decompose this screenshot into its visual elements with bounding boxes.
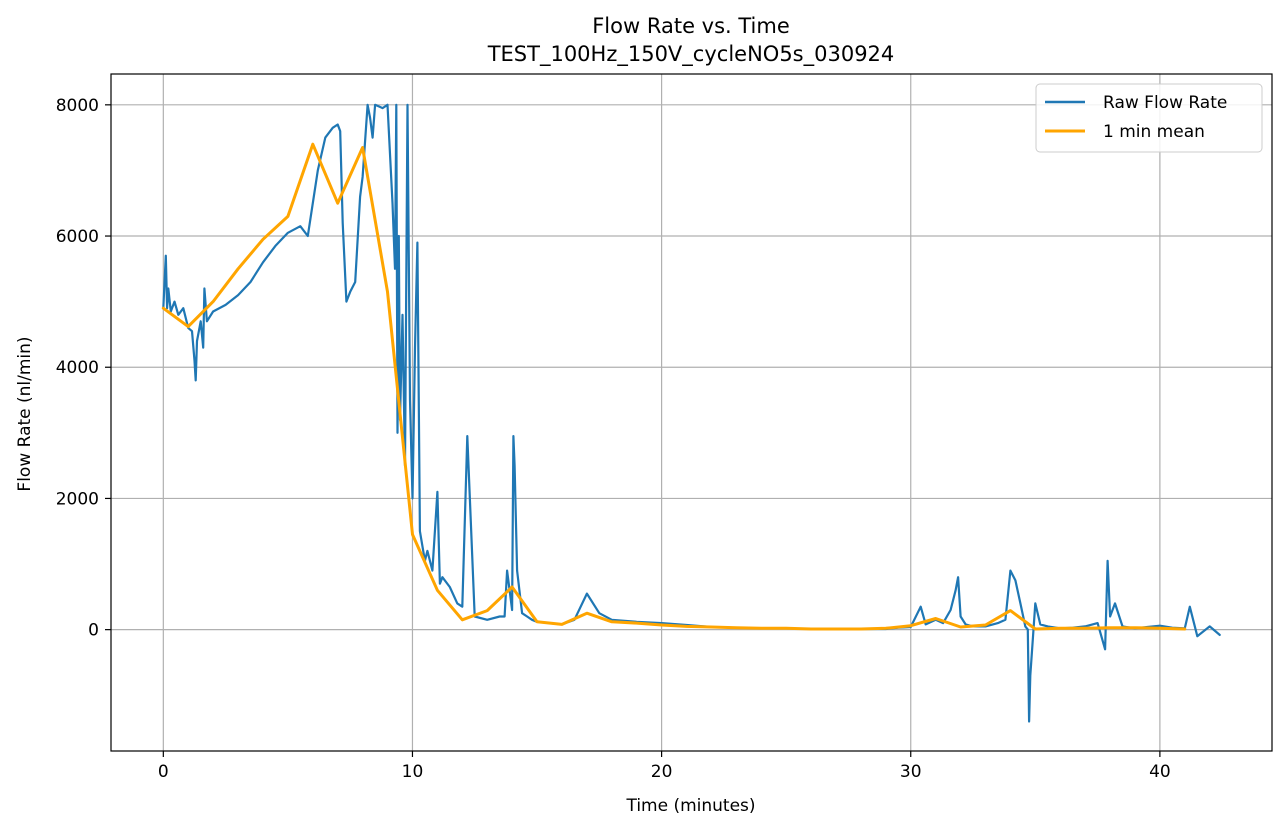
series-line-1-min-mean — [161, 142, 1187, 631]
y-tick-label: 8000 — [56, 96, 99, 116]
series-line-raw-flow-rate — [162, 103, 1221, 723]
y-tick-label: 4000 — [56, 358, 99, 378]
x-tick-label: 30 — [900, 762, 922, 782]
x-axis-label: Time (minutes) — [625, 796, 755, 816]
chart-title: Flow Rate vs. Time — [592, 14, 790, 38]
axis-ticks: 0 10 20 30 40 0 2000 4000 6000 8000 — [56, 96, 1171, 782]
y-tick-label: 0 — [88, 621, 99, 641]
series-layer — [161, 103, 1221, 723]
x-tick-label: 40 — [1149, 762, 1171, 782]
legend: Raw Flow Rate 1 min mean — [1035, 83, 1263, 153]
x-tick-label: 10 — [402, 762, 424, 782]
y-tick-label: 6000 — [56, 227, 99, 247]
legend-label-1-min-mean: 1 min mean — [1103, 122, 1205, 142]
x-tick-label: 0 — [158, 762, 169, 782]
plot-frame — [110, 73, 1273, 752]
legend-box — [1035, 83, 1263, 153]
chart-subtitle: TEST_100Hz_150V_cycleNO5s_030924 — [487, 42, 895, 67]
y-axis-label: Flow Rate (nl/min) — [15, 336, 35, 491]
legend-label-raw-flow-rate: Raw Flow Rate — [1103, 93, 1227, 113]
y-tick-label: 2000 — [56, 489, 99, 509]
x-tick-label: 20 — [651, 762, 673, 782]
